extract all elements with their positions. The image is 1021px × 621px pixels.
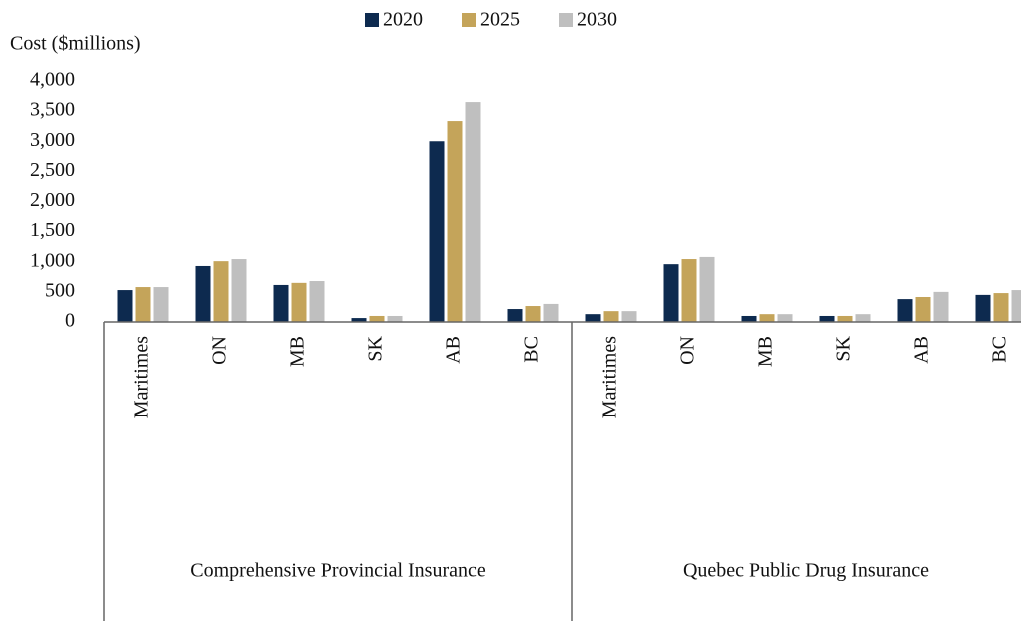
bar [741, 315, 757, 322]
bar [153, 287, 169, 322]
x-tick-label: MB [287, 336, 309, 367]
bar [543, 303, 559, 322]
bar [429, 141, 445, 322]
bar [819, 315, 835, 322]
bar [621, 311, 637, 322]
bar [603, 311, 619, 322]
bar [507, 309, 523, 322]
bar [663, 264, 679, 322]
bar [291, 282, 307, 322]
y-tick-label: 2,500 [30, 159, 75, 181]
y-tick-label: 2,000 [30, 189, 75, 211]
x-tick-label: BC [989, 336, 1011, 363]
legend-label: 2025 [480, 9, 520, 31]
x-tick-label: Maritimes [131, 336, 153, 418]
y-tick-label: 3,000 [30, 129, 75, 151]
y-tick-label: 4,000 [30, 69, 75, 91]
y-tick-label: 3,500 [30, 99, 75, 121]
group-label: Quebec Public Drug Insurance [683, 560, 929, 582]
bar [993, 293, 1009, 322]
bar [759, 314, 775, 322]
bar [351, 318, 367, 322]
legend-swatch [365, 13, 379, 27]
legend-label: 2030 [577, 9, 617, 31]
bar [447, 121, 463, 322]
bar [1011, 290, 1021, 322]
x-tick-label: BC [521, 336, 543, 363]
bar [369, 315, 385, 322]
y-tick-label: 0 [65, 310, 75, 332]
x-tick-label: SK [833, 335, 855, 361]
x-tick-label: SK [365, 335, 387, 361]
bar [213, 261, 229, 322]
x-tick-label: Maritimes [599, 336, 621, 418]
bar [837, 315, 853, 322]
bar [117, 290, 133, 322]
group-label: Comprehensive Provincial Insurance [190, 560, 486, 582]
bar [387, 315, 403, 322]
x-tick-label: ON [677, 336, 699, 365]
bar [309, 281, 325, 322]
legend-swatch [559, 13, 573, 27]
y-tick-label: 1,500 [30, 219, 75, 241]
bar [195, 265, 211, 322]
bar [975, 294, 991, 322]
y-tick-label: 500 [45, 279, 75, 301]
x-tick-label: MB [755, 336, 777, 367]
bar [897, 299, 913, 322]
x-tick-label: AB [443, 336, 465, 364]
bar [525, 306, 541, 322]
x-tick-label: ON [209, 336, 231, 365]
bar [681, 259, 697, 322]
bar [933, 291, 949, 322]
x-tick-label: AB [911, 336, 933, 364]
bar [915, 296, 931, 322]
bar [855, 314, 871, 322]
legend-label: 2020 [383, 9, 423, 31]
bar [777, 314, 793, 322]
legend-swatch [462, 13, 476, 27]
y-axis-title: Cost ($millions) [10, 33, 141, 55]
bar [273, 284, 289, 322]
bar [699, 256, 715, 322]
y-tick-label: 1,000 [30, 249, 75, 271]
bar [231, 259, 247, 322]
bar [465, 102, 481, 323]
bar [585, 314, 601, 322]
bar [135, 287, 151, 322]
